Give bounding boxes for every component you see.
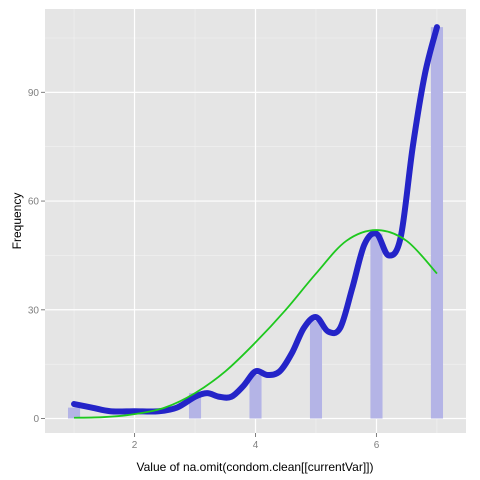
histogram-bar bbox=[430, 27, 444, 419]
x-axis-title: Value of na.omit(condom.clean[[currentVa… bbox=[137, 460, 374, 474]
histogram-bar bbox=[309, 320, 323, 419]
y-axis-title: Frequency bbox=[10, 193, 24, 250]
histogram-bar bbox=[370, 233, 383, 419]
y-tick-label: 90 bbox=[28, 88, 40, 99]
x-tick-label: 6 bbox=[374, 440, 380, 451]
y-tick-label: 30 bbox=[28, 305, 40, 316]
histogram-bar bbox=[67, 407, 81, 419]
density-line bbox=[71, 24, 440, 415]
y-tick-label: 0 bbox=[33, 414, 39, 425]
histogram-bars bbox=[67, 27, 444, 419]
normal-curve-line bbox=[74, 229, 438, 419]
axis-ticks bbox=[41, 91, 377, 437]
x-tick-label: 4 bbox=[253, 440, 259, 451]
series-lines bbox=[71, 24, 440, 419]
x-tick-label: 2 bbox=[132, 440, 138, 451]
y-tick-label: 60 bbox=[28, 197, 40, 208]
histogram-bar bbox=[249, 375, 262, 419]
